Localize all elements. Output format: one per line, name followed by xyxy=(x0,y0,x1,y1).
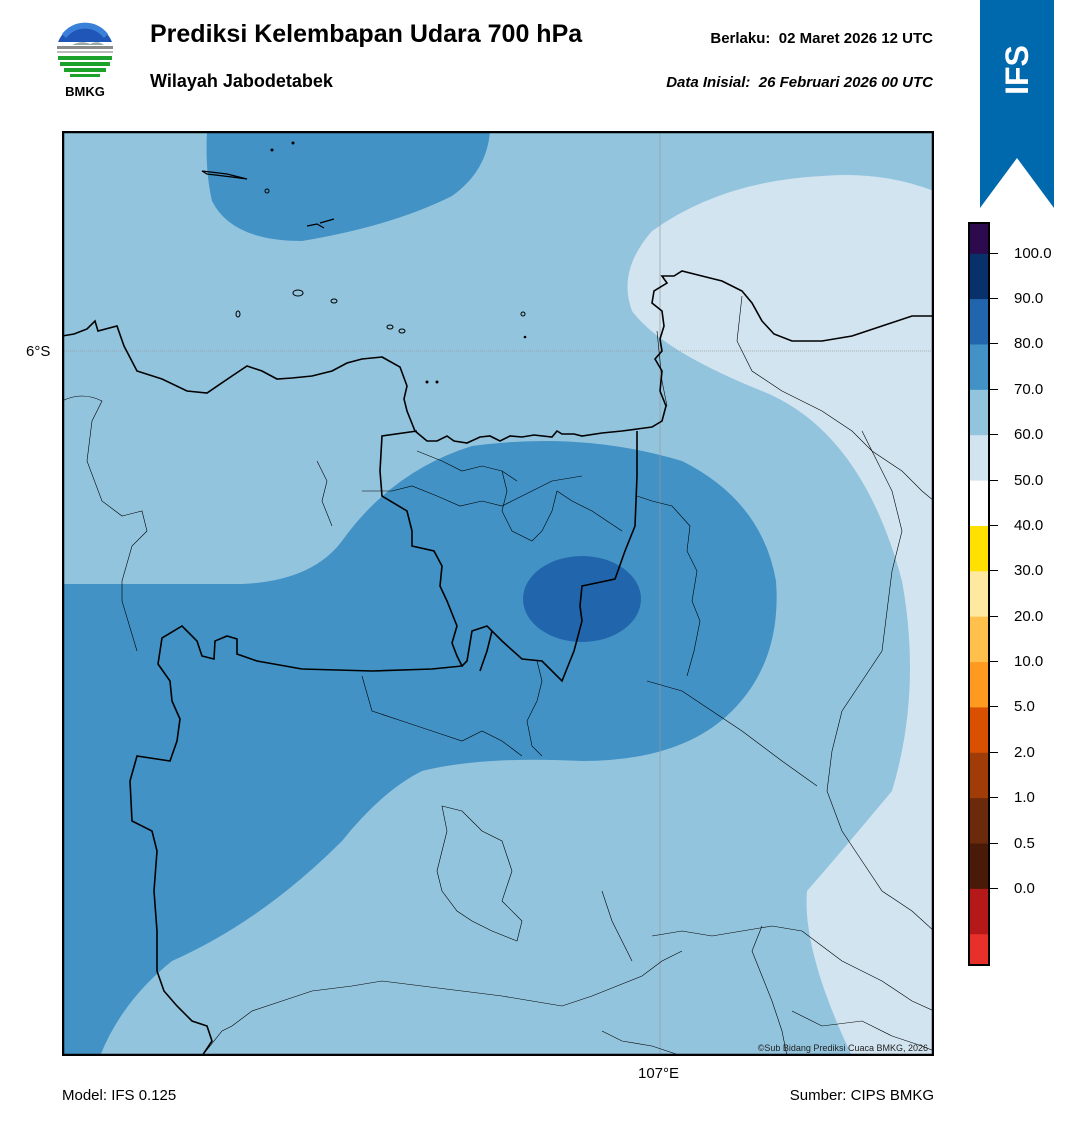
page-title: Prediksi Kelembapan Udara 700 hPa xyxy=(150,20,583,48)
colorbar-label: 30.0 xyxy=(1014,562,1044,580)
island xyxy=(520,311,526,317)
valid-time: Berlaku: 02 Maret 2026 12 UTC xyxy=(710,30,933,47)
model-badge-text: IFS xyxy=(998,45,1035,95)
model-info: Model: IFS 0.125 xyxy=(62,1087,177,1104)
colorbar-segment xyxy=(968,480,990,527)
colorbar-label: 80.0 xyxy=(1014,335,1044,353)
colorbar-tick xyxy=(990,706,998,708)
province-boundary xyxy=(479,630,493,672)
colorbar-segment xyxy=(968,571,990,618)
colorbar-label: 0.0 xyxy=(1014,879,1035,897)
island xyxy=(291,141,295,145)
colorbar-label: 70.0 xyxy=(1014,380,1044,398)
colorbar-frame xyxy=(968,222,990,966)
island xyxy=(306,223,325,229)
colorbar-tick xyxy=(990,887,998,889)
init-value: 26 Februari 2026 00 UTC xyxy=(758,74,933,91)
colorbar-tick xyxy=(990,661,998,663)
source-info: Sumber: CIPS BMKG xyxy=(789,1087,934,1104)
island xyxy=(292,289,304,297)
island xyxy=(523,335,527,339)
colorbar-segment xyxy=(968,525,990,572)
colorbar-label: 1.0 xyxy=(1014,789,1035,807)
lat-label: 6°S xyxy=(26,343,51,360)
island xyxy=(264,188,270,194)
colorbar-tick xyxy=(990,524,998,526)
province-boundary xyxy=(129,430,464,1056)
regency-boundaries xyxy=(62,295,934,1056)
map-credit: ©Sub Bidang Prediksi Cuaca BMKG, 2026 xyxy=(757,1043,928,1053)
colorbar-label: 100.0 xyxy=(1014,244,1052,262)
colorbar-label: 50.0 xyxy=(1014,471,1044,489)
colorbar-segment xyxy=(968,344,990,391)
colorbar-tick xyxy=(990,343,998,345)
colorbar-label: 20.0 xyxy=(1014,607,1044,625)
colorbar-scale xyxy=(968,222,990,966)
colorbar-tick xyxy=(990,298,998,300)
fill-50-60-east xyxy=(627,175,934,1056)
colorbar-tick xyxy=(990,252,998,254)
colorbar-tick xyxy=(990,479,998,481)
region-subtitle: Wilayah Jabodetabek xyxy=(150,71,333,91)
colorbar-segment xyxy=(968,934,990,966)
colorbar-label: 0.5 xyxy=(1014,834,1035,852)
colorbar xyxy=(968,222,990,966)
island xyxy=(425,380,429,384)
province-boundary xyxy=(461,431,638,683)
colorbar-segment xyxy=(968,798,990,845)
colorbar-segment xyxy=(968,435,990,482)
island xyxy=(398,328,406,334)
colorbar-segment xyxy=(968,616,990,663)
model-badge: IFS xyxy=(980,0,1054,208)
colorbar-label: 60.0 xyxy=(1014,426,1044,444)
island xyxy=(330,298,338,304)
colorbar-label: 10.0 xyxy=(1014,653,1044,671)
colorbar-segment xyxy=(968,707,990,754)
colorbar-segment xyxy=(968,888,990,935)
island xyxy=(319,218,335,224)
colorbar-label: 5.0 xyxy=(1014,698,1035,716)
island xyxy=(435,380,439,384)
fill-80-90-core xyxy=(523,556,641,642)
bmkg-logo: BMKG xyxy=(52,20,118,104)
colorbar-tick xyxy=(990,751,998,753)
colorbar-tick xyxy=(990,615,998,617)
colorbar-tick xyxy=(990,570,998,572)
colorbar-segment xyxy=(968,843,990,890)
valid-label: Berlaku: xyxy=(710,30,771,47)
island xyxy=(201,170,248,180)
valid-value: 02 Maret 2026 12 UTC xyxy=(778,30,933,47)
bmkg-emblem-icon xyxy=(56,22,114,81)
colorbar-segment xyxy=(968,222,990,255)
colorbar-segment xyxy=(968,662,990,708)
map-canvas xyxy=(62,131,934,1056)
colorbar-tick xyxy=(990,388,998,390)
colorbar-tick xyxy=(990,797,998,799)
colorbar-segment xyxy=(968,752,990,799)
colorbar-label: 90.0 xyxy=(1014,290,1044,308)
logo-text: BMKG xyxy=(65,84,105,99)
colorbar-tick xyxy=(990,842,998,844)
island xyxy=(235,310,241,318)
island xyxy=(270,148,274,152)
colorbar-segment xyxy=(968,299,990,345)
humidity-map: ©Sub Bidang Prediksi Cuaca BMKG, 2026 xyxy=(62,131,934,1056)
colorbar-tick xyxy=(990,434,998,436)
ribbon-bookmark-icon xyxy=(980,0,1054,208)
coastline xyxy=(62,270,934,444)
colorbar-label: 40.0 xyxy=(1014,516,1044,534)
init-label: Data Inisial: xyxy=(666,74,751,91)
fill-70-80-north xyxy=(206,131,491,241)
colorbar-label: 2.0 xyxy=(1014,743,1035,761)
map-frame xyxy=(62,131,934,1056)
island xyxy=(386,324,394,330)
lon-label: 107°E xyxy=(638,1065,680,1082)
colorbar-segment xyxy=(968,253,990,300)
colorbar-segment xyxy=(968,389,990,436)
init-time: Data Inisial: 26 Februari 2026 00 UTC xyxy=(666,74,933,91)
